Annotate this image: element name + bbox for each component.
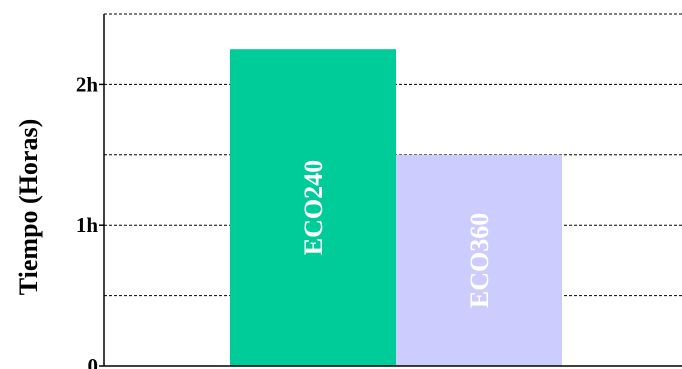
y-tick-labels: 0 1h 2h — [76, 72, 104, 369]
axes — [103, 14, 682, 367]
y-tick-label: 2h — [76, 72, 99, 96]
bar-label: ECO240 — [299, 160, 328, 255]
bar-eco360 — [396, 154, 562, 366]
gridlines — [104, 13, 682, 297]
y-tick-label: 1h — [76, 213, 99, 237]
y-axis-title: Tiempo (Horas) — [14, 119, 43, 295]
bars: ECO240 ECO360 — [230, 49, 562, 366]
y-tick-label: 0 — [88, 354, 99, 369]
bar-eco240 — [230, 49, 396, 366]
bar-label: ECO360 — [465, 213, 494, 308]
